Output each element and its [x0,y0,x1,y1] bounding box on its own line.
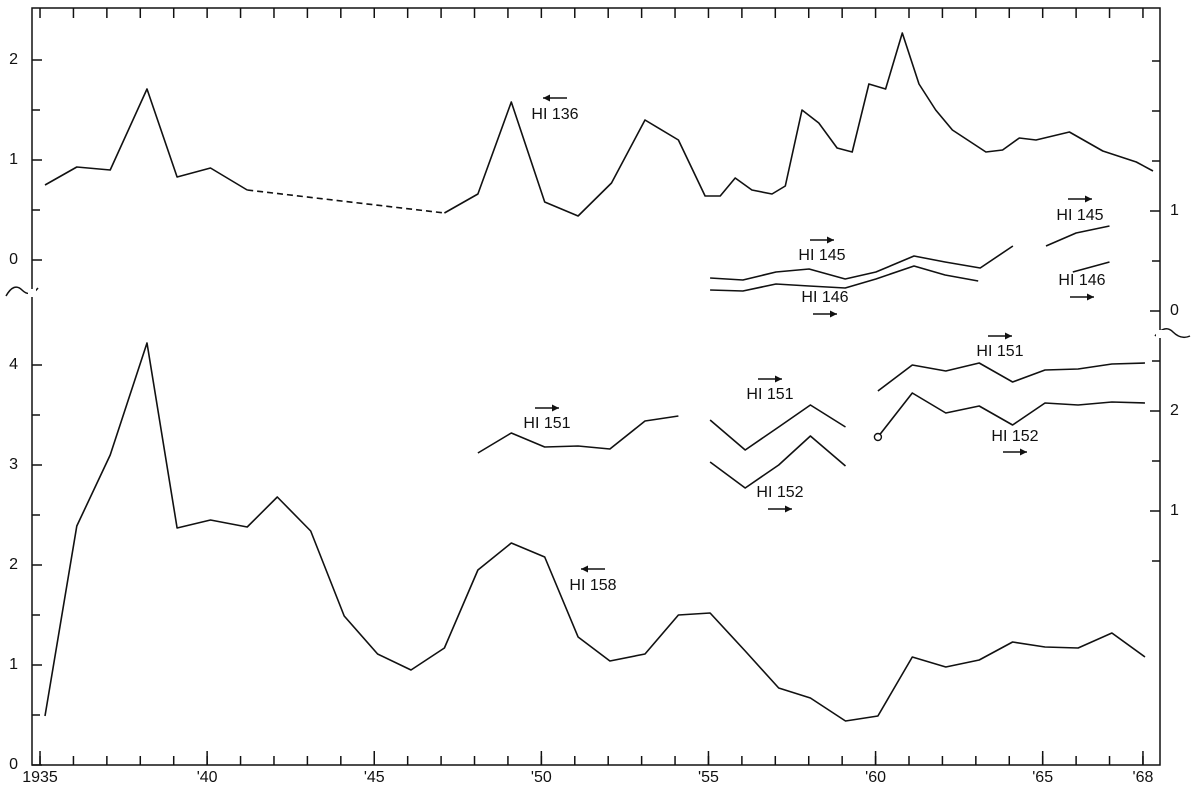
x-tick-label: '68 [1133,769,1154,786]
y-tick-label: 2 [9,556,18,573]
axis-break-gap [28,289,36,297]
line [44,88,248,191]
x-tick-label: '40 [197,769,218,786]
series-label: HI 151 [523,415,570,432]
series-label: HI 146 [1058,272,1105,289]
series-label: HI 152 [991,428,1038,445]
direction-arrow-head [1020,448,1027,456]
direction-arrow-head [785,505,792,513]
y-tick-label: 4 [9,356,18,373]
series-label: HI 145 [1056,207,1103,224]
y-tick-label: 0 [9,756,18,773]
y-tick-label: 0 [9,251,18,268]
direction-arrow-head [1087,293,1094,301]
y2-tick-label: 0 [1170,302,1179,319]
line [709,435,847,489]
line [444,32,1154,217]
plot-frame [31,7,1161,766]
y2-tick-label: 1 [1170,202,1179,219]
line [1072,261,1110,273]
direction-arrow-head [543,94,550,102]
line [44,342,1146,722]
direction-arrow-head [830,310,837,318]
series-label: HI 145 [798,247,845,264]
series-label: HI 151 [746,386,793,403]
series-label: HI 151 [976,343,1023,360]
x-tick-label: '45 [364,769,385,786]
axis-break-gap [1156,330,1164,338]
series-label: HI 136 [531,106,578,123]
line [710,265,979,292]
x-tick-label: '65 [1032,769,1053,786]
line [710,245,1014,281]
series-label: HI 152 [756,484,803,501]
direction-arrow-head [581,565,588,573]
x-tick-label: '50 [531,769,552,786]
line [709,404,846,451]
direction-arrow-head [1085,195,1092,203]
y-tick-label: 1 [9,151,18,168]
direction-arrow-head [827,236,834,244]
line [877,362,1146,392]
direction-arrow-head [1005,332,1012,340]
direction-arrow-head [775,375,782,383]
y2-tick-label: 1 [1170,502,1179,519]
line [877,392,1146,438]
x-tick-label: 1935 [22,769,58,786]
dashed-line [247,189,445,214]
series-label: HI 158 [569,577,616,594]
line [477,415,679,454]
direction-arrow-head [552,404,559,412]
y2-tick-label: 2 [1170,402,1179,419]
x-tick-label: '55 [698,769,719,786]
y-tick-label: 2 [9,51,18,68]
line [1045,225,1110,247]
series-label: HI 146 [801,289,848,306]
x-tick-label: '60 [865,769,886,786]
open-marker [873,432,883,442]
y-tick-label: 3 [9,456,18,473]
y-tick-label: 1 [9,656,18,673]
